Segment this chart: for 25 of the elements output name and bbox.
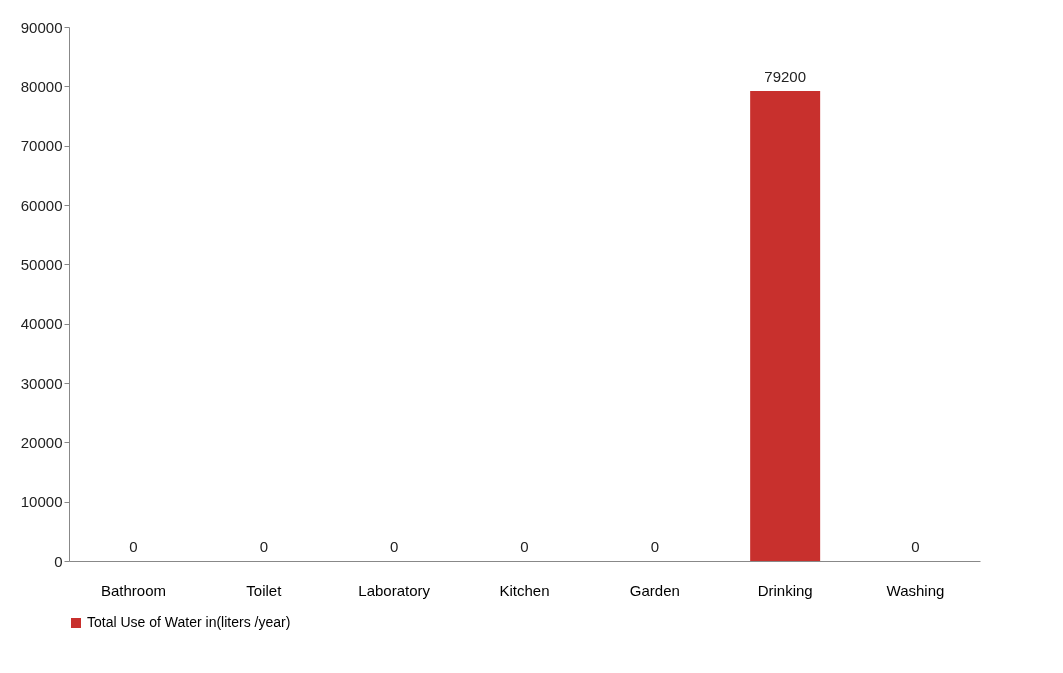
x-tick-label: Washing [886, 581, 945, 599]
y-tick-label: 60000 [20, 196, 63, 214]
data-label: 0 [911, 538, 920, 555]
legend-label: Total Use of Water in(liters /year) [87, 614, 291, 630]
y-tick-label: 30000 [20, 374, 63, 392]
data-label: 0 [259, 538, 269, 555]
x-tick-label: Toilet [246, 581, 283, 599]
data-label: 0 [650, 538, 659, 555]
y-tick-label: 40000 [20, 315, 63, 333]
x-tick-label: Garden [629, 581, 680, 599]
x-tick-label: Kitchen [499, 581, 550, 599]
y-tick-label: 90000 [20, 18, 63, 36]
x-tick-label: Laboratory [358, 581, 431, 599]
x-tick-label: Bathroom [100, 581, 167, 599]
y-tick-label: 50000 [20, 255, 63, 273]
y-tick-label: 80000 [20, 77, 63, 95]
y-tick-label: 10000 [20, 493, 63, 511]
data-label: 0 [520, 538, 529, 555]
y-tick-label: 70000 [20, 137, 63, 155]
data-label: 0 [390, 538, 399, 555]
x-tick-label: Drinking [757, 581, 813, 599]
data-label: 79200 [764, 68, 807, 86]
data-label: 0 [129, 538, 138, 555]
y-tick-label: 0 [54, 552, 63, 570]
y-tick-label: 20000 [20, 433, 63, 451]
